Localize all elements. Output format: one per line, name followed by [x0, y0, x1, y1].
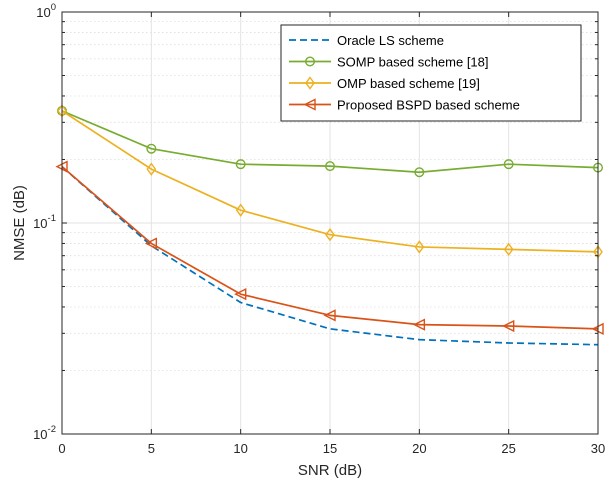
diamond-marker — [325, 228, 335, 242]
x-tick-label: 25 — [501, 441, 515, 456]
diamond-marker — [414, 240, 425, 254]
diamond-marker — [503, 242, 514, 257]
circle-marker — [325, 161, 336, 172]
legend-label: Oracle LS scheme — [337, 33, 444, 48]
ticks: 0 5 10 15 20 25 30 100 10-1 10-2 — [33, 2, 605, 456]
legend-label: SOMP based scheme [18] — [337, 55, 489, 70]
legend: Oracle LS scheme SOMP based scheme [18] OM… — [280, 24, 582, 122]
triangle-left-marker — [234, 288, 247, 301]
legend-item: SOMP based scheme [18] — [289, 55, 489, 70]
series-line — [61, 165, 599, 346]
triangle-left-marker — [303, 98, 316, 111]
circle-marker — [414, 167, 425, 178]
series-layer — [55, 104, 604, 346]
triangle-left-marker — [502, 319, 515, 333]
y-tick-label: 10-2 — [33, 424, 56, 442]
x-axis-title: SNR (dB) — [298, 462, 362, 479]
series-line — [61, 165, 599, 330]
diamond-marker — [305, 76, 315, 90]
circle-marker — [503, 159, 514, 170]
y-axis-title: NMSE (dB) — [11, 185, 28, 261]
legend-item: Proposed BSPD based scheme — [289, 98, 520, 113]
triangle-left-marker — [412, 318, 426, 331]
triangle-left-marker — [144, 237, 158, 250]
series-line — [61, 110, 599, 253]
x-tick-label: 0 — [58, 441, 65, 456]
x-tick-label: 10 — [233, 441, 247, 456]
legend-item: Oracle LS scheme — [289, 33, 444, 48]
diamond-marker — [146, 162, 157, 176]
x-tick-label: 5 — [148, 441, 155, 456]
x-tick-label: 20 — [412, 441, 426, 456]
circle-marker — [146, 143, 157, 154]
legend-item: OMP based scheme [19] — [289, 76, 480, 91]
legend-label: OMP based scheme [19] — [337, 76, 480, 91]
y-tick-label: 100 — [36, 2, 56, 20]
circle-marker — [305, 56, 316, 67]
y-tick-label: 10-1 — [33, 213, 56, 231]
series-line — [61, 110, 599, 174]
diamond-marker — [235, 203, 246, 217]
x-tick-label: 15 — [323, 441, 337, 456]
circle-marker — [235, 159, 246, 170]
series-1 — [61, 165, 599, 346]
legend-label: Proposed BSPD based scheme — [337, 98, 520, 113]
triangle-left-marker — [323, 309, 336, 322]
x-tick-label: 30 — [591, 441, 605, 456]
